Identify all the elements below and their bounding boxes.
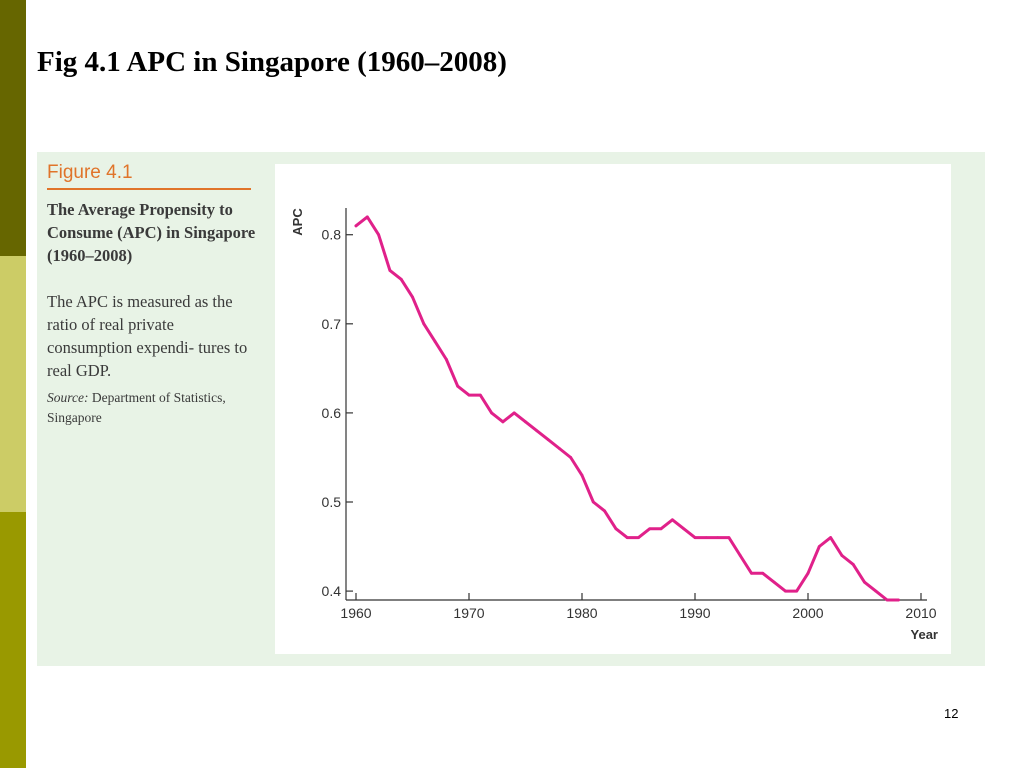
data-point xyxy=(433,340,437,344)
figure-label-rule xyxy=(47,188,251,190)
slide-title: Fig 4.1 APC in Singapore (1960–2008) xyxy=(37,46,507,78)
y-tick-label: 0.8 xyxy=(322,227,342,243)
data-point xyxy=(614,527,618,531)
source-text: Department of Statistics, Singapore xyxy=(47,390,226,425)
page-number: 12 xyxy=(944,706,959,721)
data-point xyxy=(885,598,889,602)
figure-label: Figure 4.1 xyxy=(47,162,133,183)
data-point xyxy=(558,447,561,450)
data-point xyxy=(637,536,640,540)
data-point xyxy=(399,277,403,281)
figure-source: Source: Department of Statistics, Singap… xyxy=(47,388,257,428)
data-point xyxy=(727,536,731,540)
data-point xyxy=(716,536,719,540)
data-point xyxy=(603,509,606,513)
data-point xyxy=(512,411,516,415)
data-point xyxy=(411,295,414,299)
data-point xyxy=(625,536,629,540)
data-point xyxy=(546,438,550,442)
figure-description: The APC is measured as the ratio of real… xyxy=(47,292,248,380)
data-point xyxy=(897,598,900,602)
data-point xyxy=(806,571,810,575)
data-point xyxy=(704,536,708,540)
data-point xyxy=(388,268,392,272)
y-tick-label: 0.7 xyxy=(322,316,342,332)
data-point xyxy=(648,527,652,531)
x-axis-label: Year xyxy=(911,627,938,642)
x-tick-label: 1980 xyxy=(566,605,597,621)
data-point xyxy=(422,322,426,326)
data-point xyxy=(840,554,844,557)
y-tick-label: 0.6 xyxy=(322,405,342,421)
data-point xyxy=(659,527,663,531)
data-point xyxy=(863,580,866,584)
y-axis-label: APC xyxy=(290,208,305,236)
data-point xyxy=(817,545,821,548)
data-point xyxy=(671,518,674,522)
data-point xyxy=(738,554,742,557)
source-label: Source: xyxy=(47,390,89,405)
data-point xyxy=(580,473,584,477)
data-point xyxy=(377,233,380,237)
x-tick-label: 1970 xyxy=(453,605,484,621)
data-point xyxy=(693,536,697,540)
figure-caption-title: The Average Propensity to Consume (APC) … xyxy=(47,200,256,265)
apc-series-line xyxy=(354,215,900,602)
accent-bar-bottom xyxy=(0,512,26,768)
data-point xyxy=(829,536,832,540)
x-tick-label: 2000 xyxy=(792,605,823,621)
data-points xyxy=(354,215,900,602)
x-tick-label: 1990 xyxy=(679,605,710,621)
data-point xyxy=(365,215,369,219)
data-point xyxy=(851,562,855,566)
y-tick-label: 0.5 xyxy=(322,494,342,510)
x-tick-label: 1960 xyxy=(340,605,371,621)
y-tick-label: 0.4 xyxy=(322,583,342,599)
x-ticks: 1960 1970 1980 1990 2000 2010 xyxy=(340,593,937,621)
figure-panel: Figure 4.1 The Average Propensity to Con… xyxy=(37,152,985,666)
data-point xyxy=(750,571,753,575)
data-point xyxy=(874,589,878,593)
data-point xyxy=(772,580,776,584)
data-point xyxy=(478,393,482,397)
data-point xyxy=(445,358,448,361)
x-tick-label: 2010 xyxy=(905,605,936,621)
data-point xyxy=(535,429,539,433)
data-point xyxy=(354,224,358,228)
chart-box: 0.4 0.5 0.6 0.7 0.8 1960 1970 1980 1990 2000 2010… xyxy=(275,164,951,654)
data-point xyxy=(467,393,471,397)
data-point xyxy=(761,571,765,575)
data-point xyxy=(501,420,505,424)
data-point xyxy=(569,456,573,459)
data-point xyxy=(784,589,787,593)
y-ticks: 0.4 0.5 0.6 0.7 0.8 xyxy=(322,227,353,599)
accent-bar-middle xyxy=(0,256,26,512)
data-point xyxy=(524,420,527,424)
data-point xyxy=(682,527,686,531)
accent-bar-top xyxy=(0,0,26,256)
data-point xyxy=(490,411,493,415)
data-point xyxy=(591,500,595,504)
apc-line-chart: 0.4 0.5 0.6 0.7 0.8 1960 1970 1980 1990 2000 2010… xyxy=(290,208,938,642)
data-point xyxy=(795,589,799,593)
data-point xyxy=(456,384,460,388)
